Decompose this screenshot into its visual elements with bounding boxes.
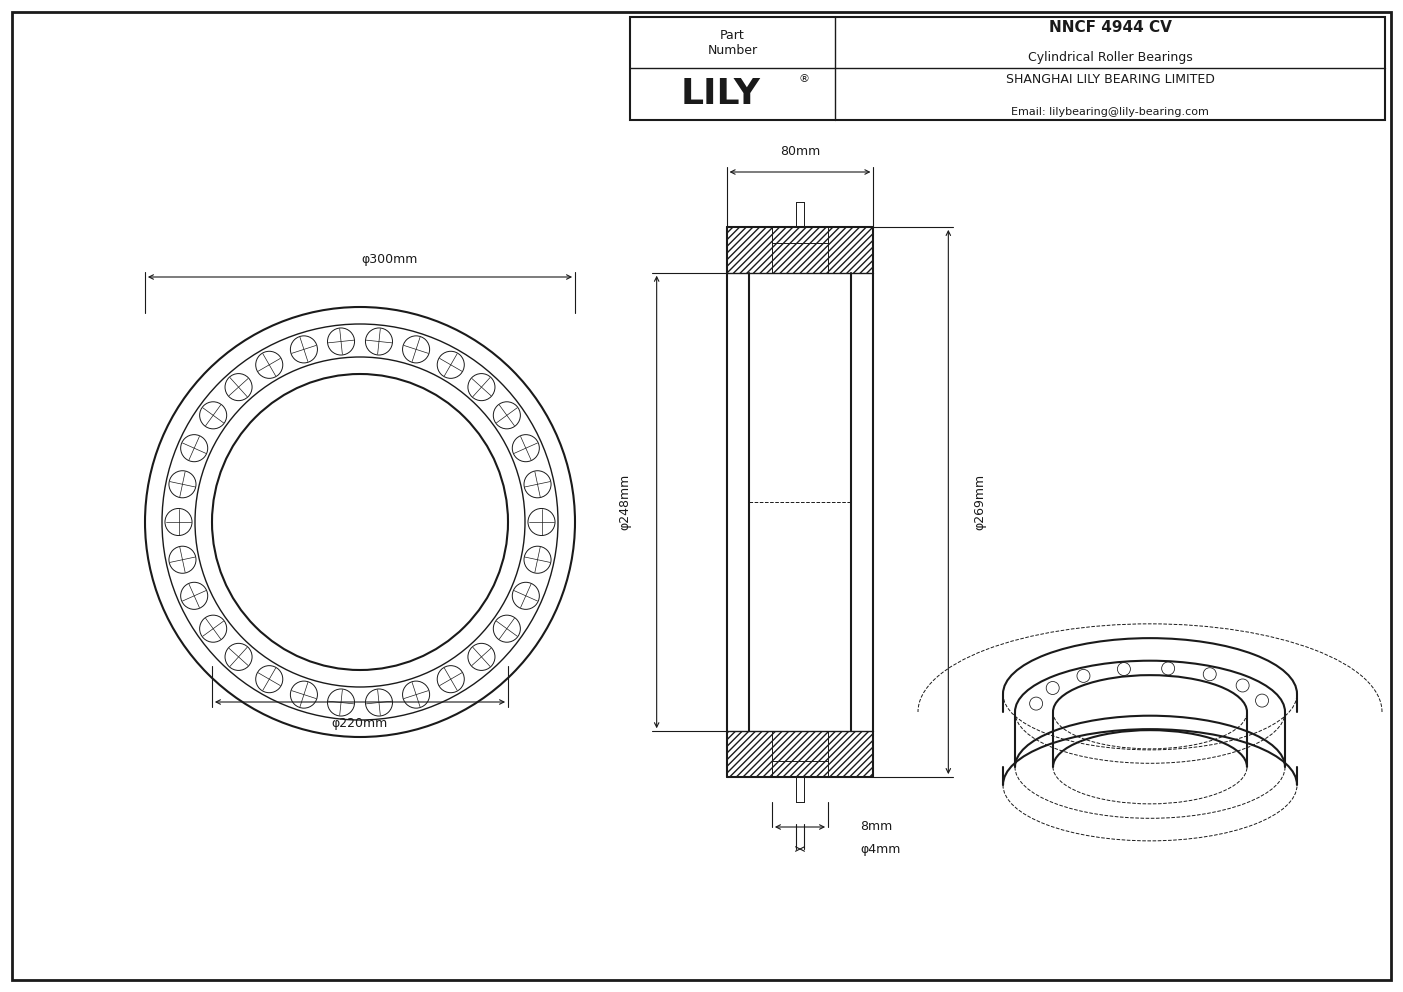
Polygon shape	[727, 731, 873, 777]
Polygon shape	[727, 227, 873, 273]
Text: 80mm: 80mm	[780, 146, 821, 159]
Text: φ220mm: φ220mm	[333, 717, 389, 730]
Text: LILY: LILY	[680, 77, 760, 111]
Text: 8mm: 8mm	[860, 820, 892, 833]
Text: SHANGHAI LILY BEARING LIMITED: SHANGHAI LILY BEARING LIMITED	[1006, 72, 1215, 85]
Text: φ4mm: φ4mm	[860, 842, 901, 855]
Text: φ269mm: φ269mm	[974, 474, 986, 530]
Text: φ248mm: φ248mm	[619, 474, 631, 530]
Bar	[630, 17, 1385, 120]
Text: Cylindrical Roller Bearings: Cylindrical Roller Bearings	[1027, 52, 1193, 64]
Text: Email: lilybearing@lily-bearing.com: Email: lilybearing@lily-bearing.com	[1012, 107, 1209, 117]
Text: NNCF 4944 CV: NNCF 4944 CV	[1048, 20, 1172, 36]
Text: ®: ®	[798, 74, 810, 84]
Text: φ300mm: φ300mm	[362, 253, 418, 266]
Text: Part
Number: Part Number	[707, 29, 758, 57]
